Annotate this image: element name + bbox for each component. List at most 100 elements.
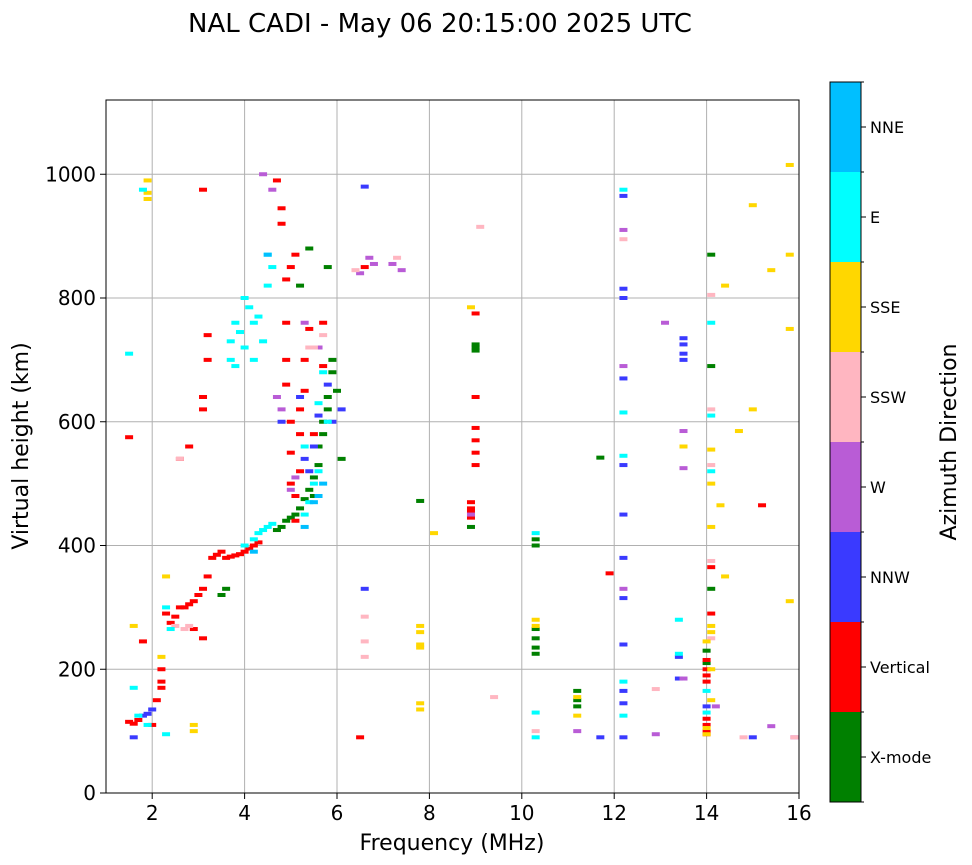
data-point-x-mode xyxy=(531,537,540,542)
data-point-vertical xyxy=(702,729,711,734)
data-point-nnw xyxy=(314,413,323,418)
data-point-nnw xyxy=(619,286,628,291)
data-point-e xyxy=(249,357,258,362)
data-point-nnw xyxy=(305,469,314,474)
data-point-ssw xyxy=(360,654,369,659)
data-point-x-mode xyxy=(707,586,716,591)
colorbar-segment xyxy=(830,82,861,172)
data-point-e xyxy=(143,722,152,727)
data-point-vertical xyxy=(282,382,291,387)
data-point-vertical xyxy=(702,657,711,662)
data-point-vertical xyxy=(175,605,184,610)
data-point-ssw xyxy=(360,639,369,644)
data-point-vertical xyxy=(199,407,208,412)
data-point-ssw xyxy=(707,636,716,641)
data-point-nnw xyxy=(337,407,346,412)
data-point-e xyxy=(674,617,683,622)
data-point-vertical xyxy=(702,667,711,672)
data-point-w xyxy=(268,187,277,192)
y-tick-label: 1000 xyxy=(45,162,96,186)
data-point-nnw xyxy=(360,184,369,189)
data-point-vertical xyxy=(319,364,328,369)
data-point-x-mode xyxy=(531,627,540,632)
data-point-nne xyxy=(263,252,272,257)
data-point-e xyxy=(323,419,332,424)
data-point-e xyxy=(226,339,235,344)
data-point-nnw xyxy=(619,596,628,601)
data-point-vertical xyxy=(758,503,767,508)
data-point-sse xyxy=(785,252,794,257)
data-point-w xyxy=(651,732,660,737)
data-point-nnw xyxy=(148,707,157,712)
colorbar-title: Azimuth Direction xyxy=(937,343,962,540)
data-point-ssw xyxy=(707,407,716,412)
data-point-e xyxy=(314,401,323,406)
data-point-nne xyxy=(300,524,309,529)
data-point-ssw xyxy=(185,623,194,628)
data-point-vertical xyxy=(471,311,480,316)
x-tick-label: 2 xyxy=(146,801,159,825)
data-point-sse xyxy=(702,732,711,737)
data-point-x-mode xyxy=(337,456,346,461)
data-point-sse xyxy=(702,726,711,731)
data-point-e xyxy=(231,320,240,325)
data-point-e xyxy=(138,187,147,192)
data-point-vertical xyxy=(471,450,480,455)
data-point-x-mode xyxy=(309,494,318,498)
data-point-ssw xyxy=(619,237,628,242)
data-point-x-mode xyxy=(296,283,305,288)
data-point-e xyxy=(235,330,244,335)
data-point-nnw xyxy=(129,735,138,740)
data-point-sse xyxy=(721,283,730,288)
data-point-e xyxy=(619,410,628,415)
data-point-sse xyxy=(416,645,425,650)
data-point-sse xyxy=(416,623,425,628)
data-point-nnw xyxy=(619,701,628,706)
data-point-vertical xyxy=(222,555,231,560)
colorbar-segment xyxy=(830,172,861,262)
data-point-vertical xyxy=(471,463,480,468)
data-point-nnw xyxy=(143,711,152,716)
data-point-x-mode xyxy=(222,586,231,591)
data-point-w xyxy=(619,364,628,369)
y-axis-title: Virtual height (km) xyxy=(9,342,34,549)
data-point-x-mode xyxy=(573,704,582,709)
data-point-ssw xyxy=(707,558,716,563)
data-point-vertical xyxy=(291,252,300,257)
data-point-vertical xyxy=(296,432,305,437)
data-point-x-mode xyxy=(323,407,332,412)
data-point-vertical xyxy=(166,620,175,625)
data-point-vertical xyxy=(300,388,309,393)
data-point-ssw xyxy=(360,614,369,619)
plot-frame xyxy=(105,99,800,794)
data-point-e xyxy=(707,413,716,418)
data-point-x-mode xyxy=(416,498,425,503)
data-point-sse xyxy=(157,654,166,659)
data-point-x-mode xyxy=(277,524,286,529)
data-point-nnw xyxy=(360,586,369,591)
data-point-vertical xyxy=(282,320,291,325)
data-point-sse xyxy=(430,531,439,536)
data-point-ssw xyxy=(790,735,799,740)
y-tick-label: 200 xyxy=(58,657,96,681)
data-point-vertical xyxy=(277,221,286,226)
data-point-ssw xyxy=(490,695,499,700)
data-point-vertical xyxy=(152,698,161,703)
data-point-x-mode xyxy=(471,342,480,347)
data-point-x-mode xyxy=(291,512,300,517)
data-point-vertical xyxy=(309,432,318,437)
data-point-vertical xyxy=(199,586,208,591)
data-point-e xyxy=(249,320,258,325)
data-point-sse xyxy=(707,481,716,486)
data-point-vertical xyxy=(296,469,305,474)
data-point-vertical xyxy=(185,444,194,449)
data-point-x-mode xyxy=(596,455,605,460)
data-point-w xyxy=(272,395,281,399)
data-point-e xyxy=(619,187,628,192)
data-point-w xyxy=(573,729,582,734)
data-point-w xyxy=(466,512,475,517)
data-point-nne xyxy=(249,549,258,554)
data-point-e xyxy=(125,351,134,356)
colorbar-label: SSW xyxy=(870,388,906,407)
